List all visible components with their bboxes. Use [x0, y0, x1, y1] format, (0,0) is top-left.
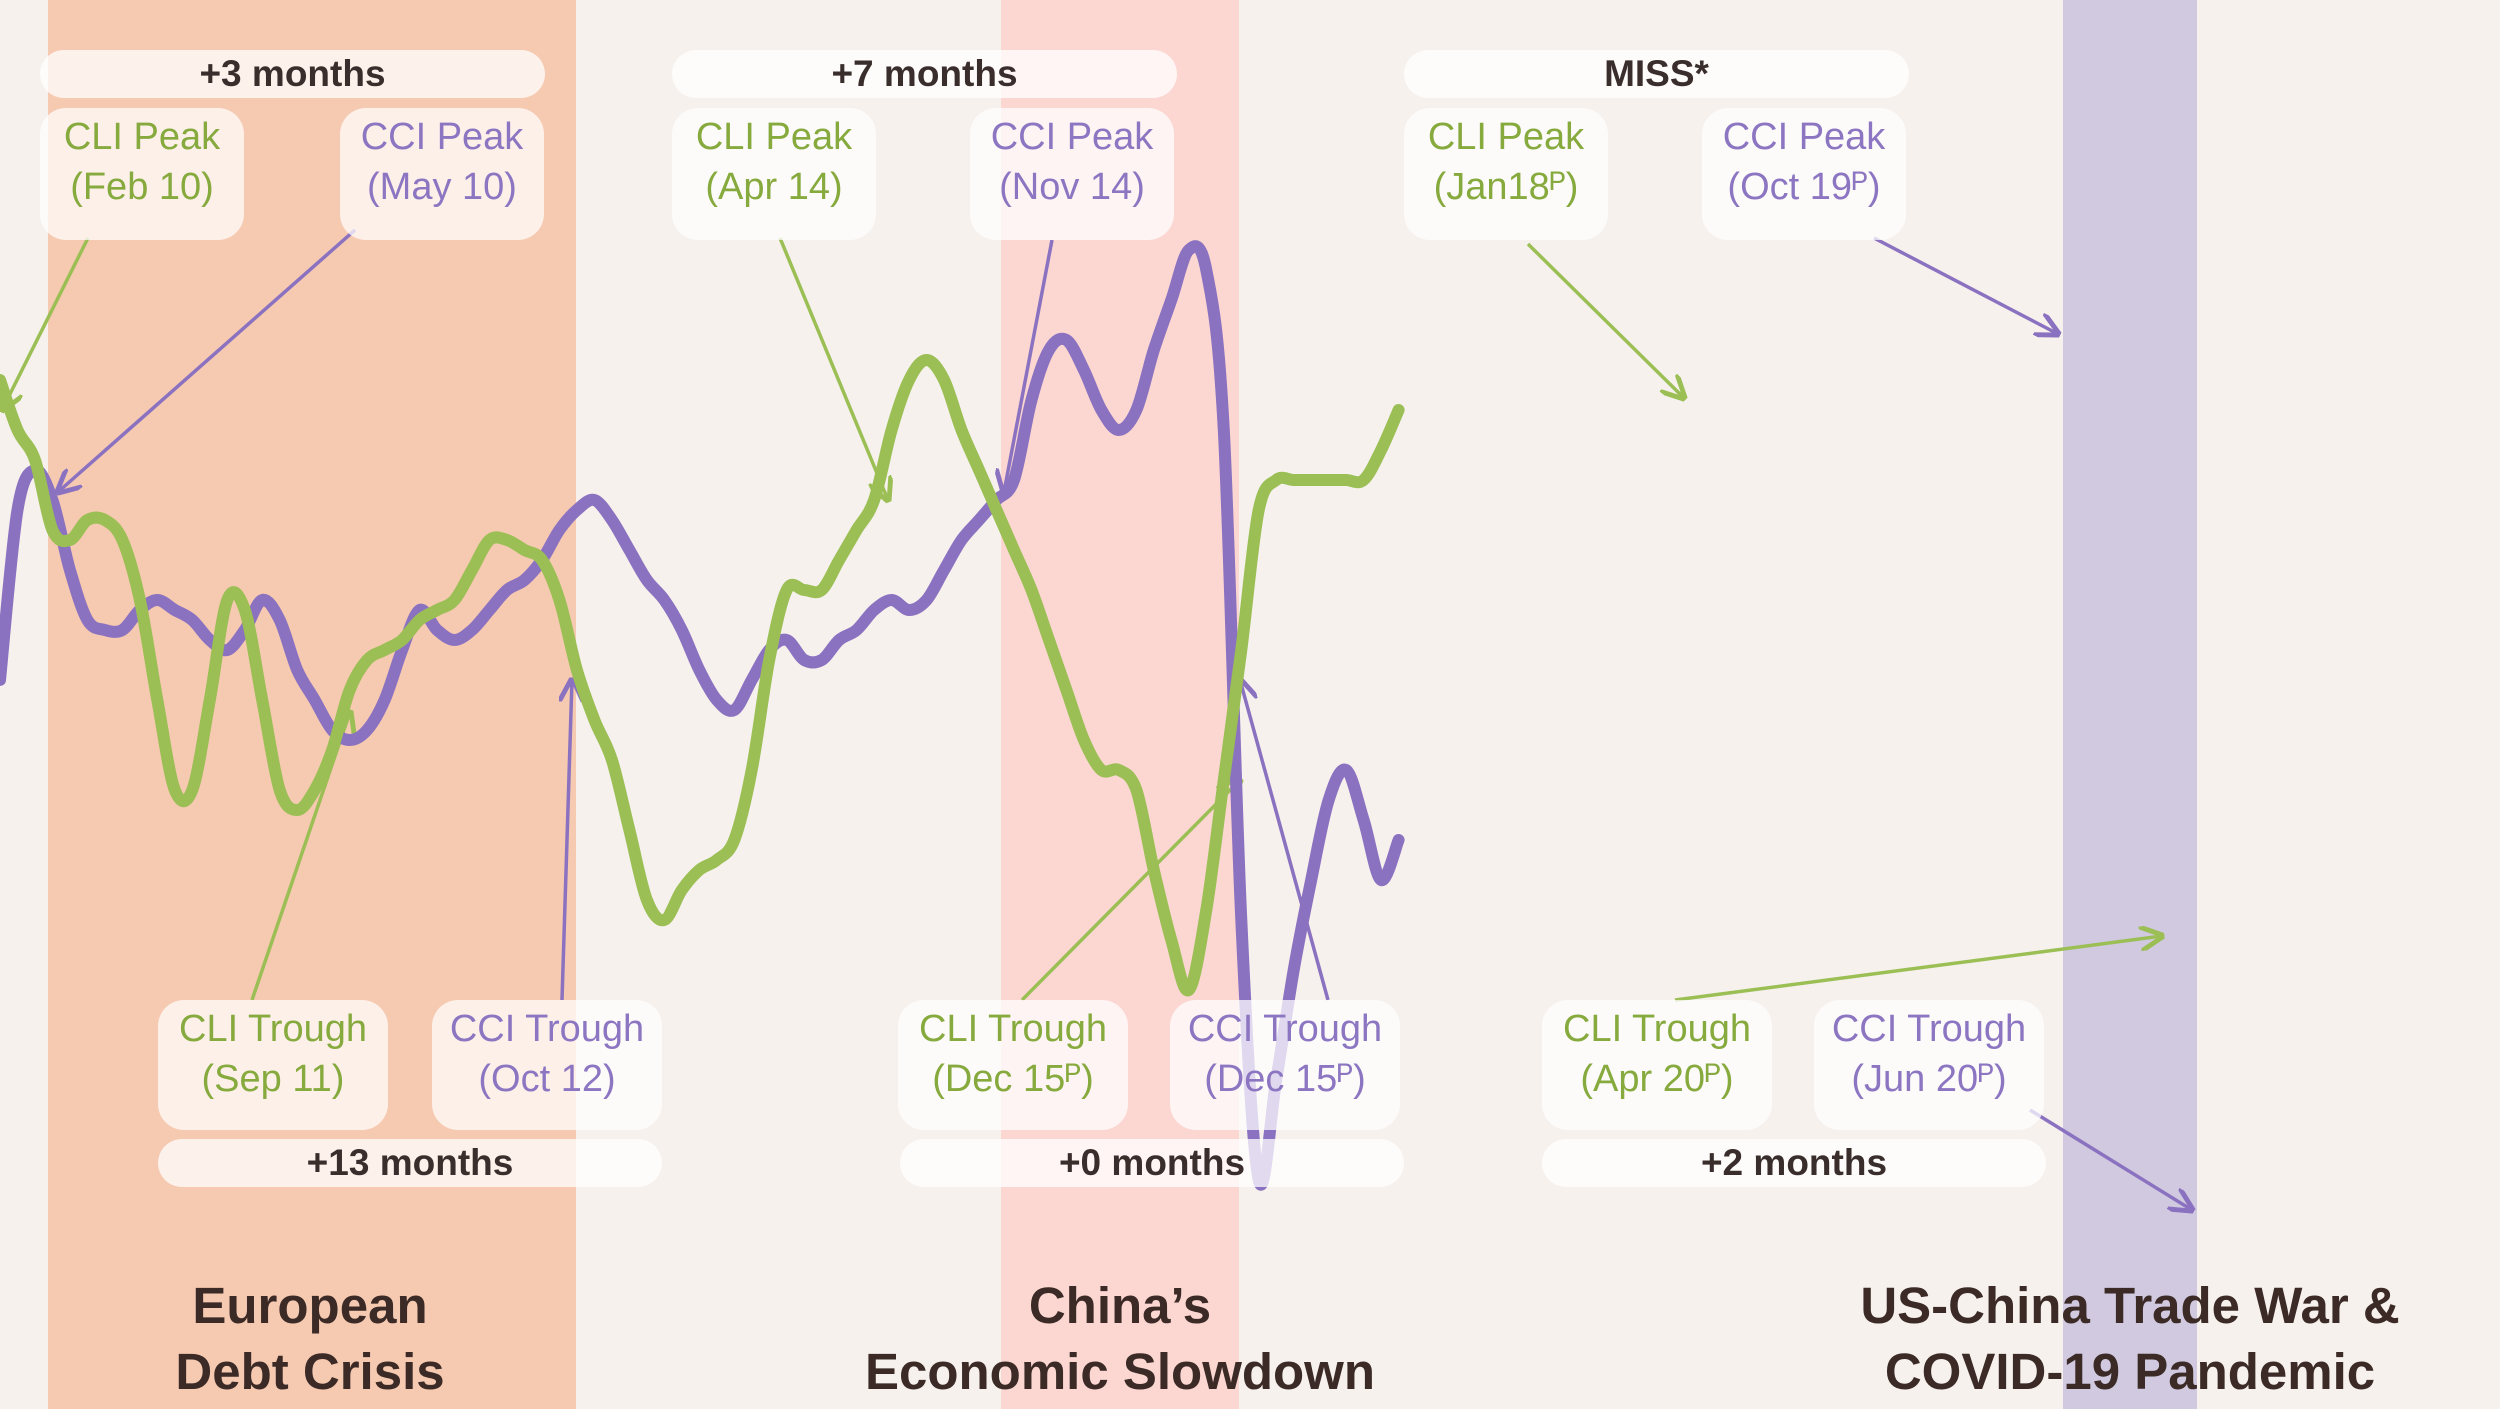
event-title-covid: US-China Trade War & COVID-19 Pandemic — [1860, 1277, 2400, 1400]
cci-trough-label-1: CCI Trough (Oct 12) — [432, 1000, 662, 1130]
cci-trough-arrow-2 — [1240, 680, 1330, 1001]
cli-peak-arrow-1 — [2, 237, 90, 410]
cci-trough-label-2: CCI Trough (Dec 15ᴾ) — [1170, 1000, 1400, 1130]
cci-peak-arrow-1 — [58, 228, 357, 492]
cli-trough-label-3: CLI Trough (Apr 20ᴾ) — [1542, 1000, 1772, 1130]
series-layer — [0, 240, 1405, 1191]
cci-trough-label-3: CCI Trough (Jun 20ᴾ) — [1814, 1000, 2044, 1130]
event-title-china: China’s Economic Slowdown — [864, 1277, 1376, 1400]
lead-time-european-trough: +13 months — [158, 1139, 662, 1187]
cci-peak-arrow-3 — [1873, 236, 2058, 334]
trade-war-covid-band — [2063, 0, 2197, 1409]
cci-peak-label-1: CCI Peak (May 10) — [340, 108, 544, 240]
cli-peak-label-1: CLI Peak (Feb 10) — [40, 108, 244, 240]
cci-trough-arrow-3 — [2029, 1108, 2192, 1210]
cci-trough-arrow-1 — [562, 680, 572, 1001]
lead-time-covid-trough: +2 months — [1542, 1139, 2046, 1187]
event-title-european: European Debt Crisis — [175, 1277, 445, 1400]
lead-time-china-trough: +0 months — [900, 1139, 1404, 1187]
cli-peak-label-2: CLI Peak (Apr 14) — [672, 108, 876, 240]
lead-time-covid: MISS* — [1404, 50, 1909, 98]
cli-peak-label-3: CLI Peak (Jan18ᴾ) — [1404, 108, 1608, 240]
lead-time-china: +7 months — [672, 50, 1177, 98]
cci-peak-label-3: CCI Peak (Oct 19ᴾ) — [1702, 108, 1906, 240]
cci-series-line — [0, 240, 1405, 1191]
cli-trough-arrow-3 — [1674, 936, 2162, 1002]
cci-peak-label-2: CCI Peak (Nov 14) — [970, 108, 1174, 240]
cli-peak-arrow-2 — [778, 237, 888, 500]
cli-series-line — [0, 354, 1405, 997]
cli-trough-arrow-2 — [1020, 780, 1240, 1002]
lead-time-european: +3 months — [40, 50, 545, 98]
annotation-arrows — [2, 228, 2192, 1210]
cli-peak-arrow-3 — [1526, 242, 1684, 398]
cli-trough-label-1: CLI Trough (Sep 11) — [158, 1000, 388, 1130]
cci-peak-arrow-2 — [1004, 239, 1054, 492]
cli-trough-label-2: CLI Trough (Dec 15ᴾ) — [898, 1000, 1128, 1130]
